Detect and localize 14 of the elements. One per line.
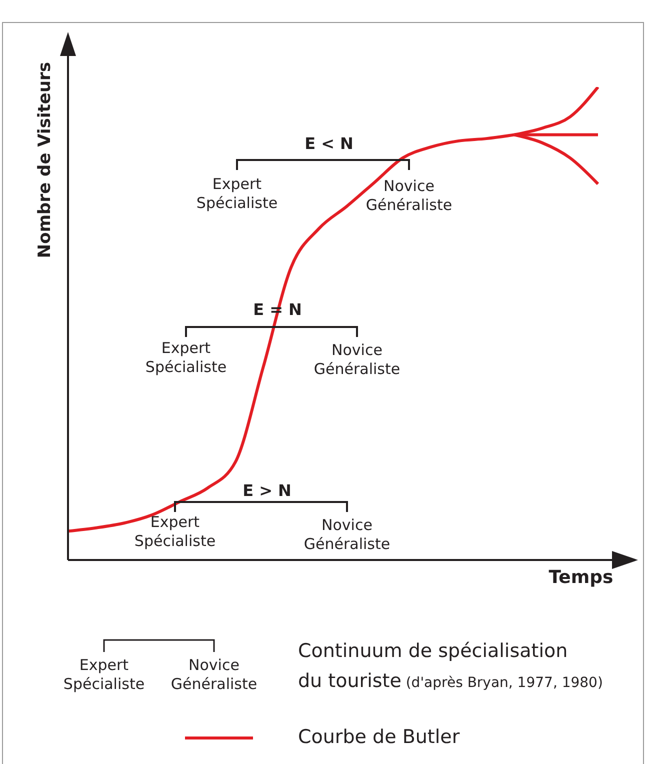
annotation: E < N <box>304 134 354 153</box>
annotation: Novice Généraliste <box>366 177 452 215</box>
annotation: Expert Spécialiste <box>145 339 227 377</box>
text: Expert Spécialiste <box>63 656 145 694</box>
text: (d'après Bryan, 1977, 1980) <box>404 675 603 691</box>
annotation: Novice Généraliste <box>314 341 400 379</box>
x-axis-title: Temps <box>548 567 614 588</box>
y-axis-title: Nombre de Visiteurs <box>35 62 55 258</box>
text: Novice Généraliste <box>170 656 258 694</box>
annotation: E > N <box>242 481 292 500</box>
annotation: Novice Généraliste <box>304 516 390 554</box>
annotation: Expert Spécialiste <box>196 175 278 213</box>
legend-label: Courbe de Butler <box>298 726 460 748</box>
annotation: Expert Spécialiste <box>134 513 216 551</box>
